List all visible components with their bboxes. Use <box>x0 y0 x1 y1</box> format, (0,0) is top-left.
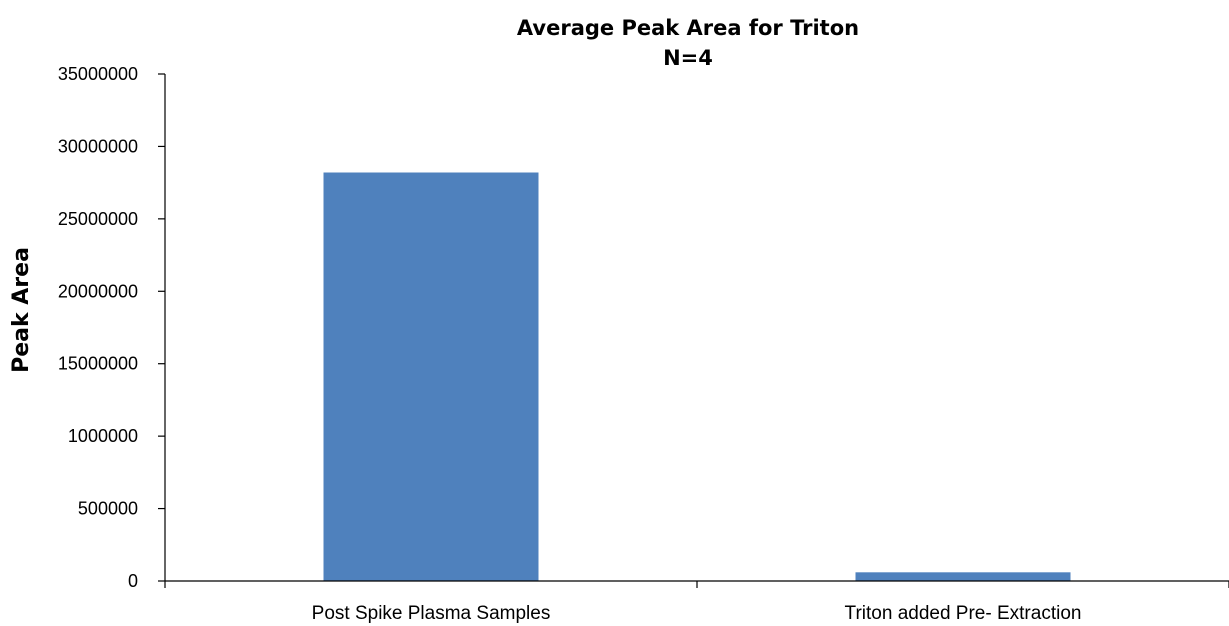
y-tick-label: 25000000 <box>58 209 138 229</box>
y-tick-label: 20000000 <box>58 281 138 301</box>
chart-marks: 0 500000 1000000 15000000 20000000 25000000 30… <box>58 64 1229 624</box>
y-tick-label: 35000000 <box>58 64 138 84</box>
y-tick-label: 500000 <box>78 499 138 519</box>
x-tick-label: Post Spike Plasma Samples <box>312 603 551 624</box>
y-tick-label: 1000000 <box>68 426 138 446</box>
y-tick-label: 15000000 <box>58 354 138 374</box>
chart-title: Average Peak Area for Triton <box>517 16 859 40</box>
bar <box>323 172 539 581</box>
y-tick-label: 0 <box>128 571 138 591</box>
y-axis-label: Peak Area <box>9 247 34 373</box>
bar <box>855 572 1071 581</box>
x-tick-label: Triton added Pre- Extraction <box>845 603 1082 624</box>
y-tick-label: 30000000 <box>58 136 138 156</box>
chart-subtitle: N=4 <box>663 46 713 70</box>
